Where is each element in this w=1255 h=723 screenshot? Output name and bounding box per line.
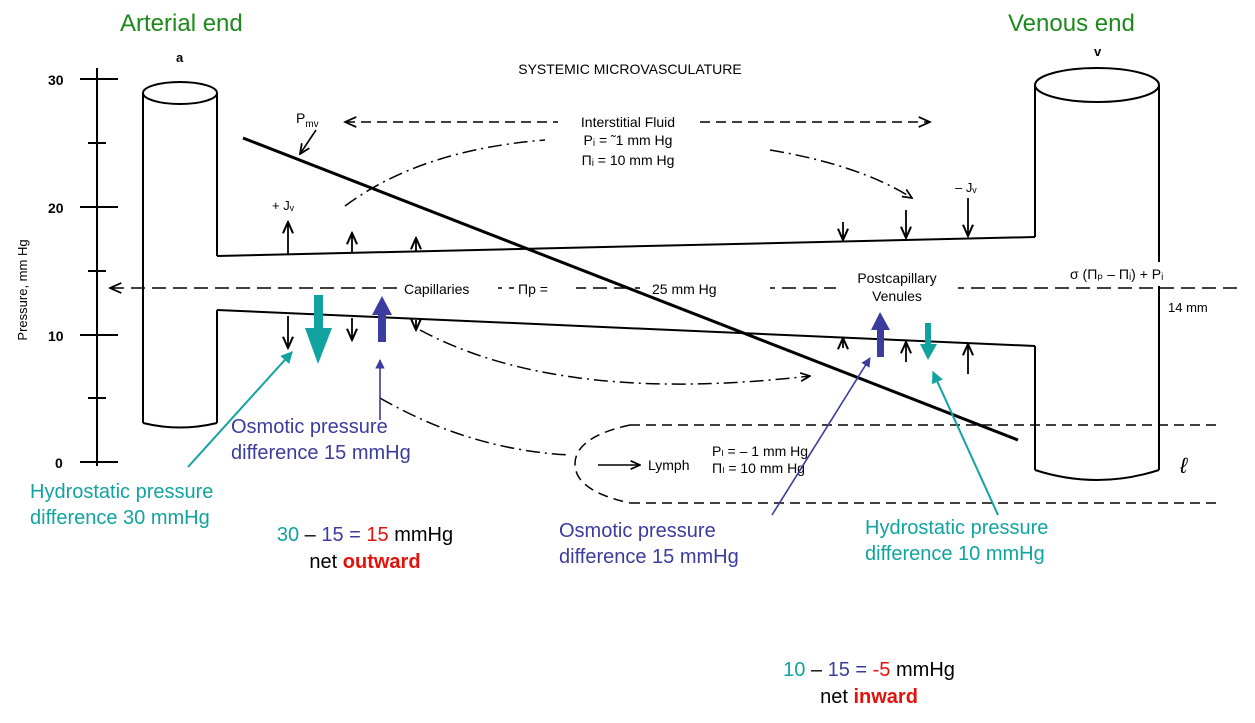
y-tick-30: 30 <box>48 72 64 88</box>
calc-equals: = <box>849 659 873 681</box>
annotation-line: Hydrostatic pressure <box>865 517 1049 539</box>
lower-inward-arrows <box>843 338 968 374</box>
interstitial-pi: Pᵢ = ˜1 mm Hg <box>584 132 673 148</box>
calc-osmotic: 15 <box>827 659 850 681</box>
pmv-pointer-arrow <box>300 129 317 154</box>
lymph-label: Lymph <box>648 457 690 473</box>
hydro-arterial-annotation: Hydrostatic pressure difference 30 mmHg <box>30 480 213 531</box>
capillary-upper-wall <box>216 236 1036 257</box>
navy-venous-osmotic-arrow <box>871 312 890 357</box>
calc-result: -5 <box>872 659 891 681</box>
upper-outward-arrows <box>288 222 416 255</box>
label-bg <box>1062 262 1240 286</box>
navy-arterial-osmotic-arrow <box>372 296 392 342</box>
osmotic-venous-pointer <box>771 357 871 516</box>
diagram-title: SYSTEMIC MICROVASCULATURE <box>518 61 742 77</box>
lymph-vessel <box>574 424 1220 504</box>
flow-curve-upper-right <box>769 149 912 198</box>
annotation-line: difference 30 mmHg <box>30 506 210 529</box>
plus-jv-label: + Jᵥ <box>272 198 295 213</box>
interstitial-pii: Πᵢ = 10 mm Hg <box>582 152 675 168</box>
osmotic-arterial-annotation: Osmotic pressure difference 15 mmHg <box>231 415 411 466</box>
y-tick-20: 20 <box>48 200 64 216</box>
capillary-pressure-label: 25 mm Hg <box>652 281 717 297</box>
hydro-arterial-pointer <box>187 351 293 468</box>
calc-net: net <box>820 686 854 708</box>
annotation-line: difference 15 mmHg <box>231 441 411 464</box>
flow-curve-lower <box>419 329 810 385</box>
label-bg <box>836 266 958 306</box>
calc-net: net <box>309 551 343 573</box>
venous-equation: 10 – 15 = -5 mmHg <box>762 657 976 684</box>
venules-label: Venules <box>872 288 922 304</box>
annotation-line: difference 10 mmHg <box>865 542 1045 565</box>
calc-unit: mmHg <box>388 524 454 546</box>
teal-venous-hydrostatic-arrow <box>920 323 937 360</box>
hydro-venous-pointer <box>932 370 999 516</box>
calc-direction: outward <box>342 551 421 573</box>
postcapillary-label: Postcapillary <box>857 270 936 286</box>
annotation-line: Osmotic pressure <box>231 416 388 438</box>
y-axis-label: Pressure, mm Hg <box>15 239 30 340</box>
lymph-pil: Πₗ = 10 mm Hg <box>712 460 805 476</box>
lymph-pl: Pₗ = – 1 mm Hg <box>712 443 808 459</box>
calc-dash: – <box>805 659 828 681</box>
label-bg <box>640 278 770 298</box>
y-axis <box>80 68 118 466</box>
capillaries-label: Capillaries <box>404 281 469 297</box>
flow-curve-to-lymph <box>379 397 571 456</box>
calc-direction: inward <box>853 686 918 708</box>
label-bg <box>514 278 576 298</box>
pi-p-label: Πp = <box>518 281 548 297</box>
sigma-formula: σ (Πₚ – Πᵢ) + Pᵢ <box>1070 266 1163 282</box>
annotation-line: difference 15 mmHg <box>559 545 739 568</box>
calc-hydro: 10 <box>783 659 806 681</box>
upper-inward-arrows <box>843 198 968 240</box>
y-tick-0: 0 <box>55 455 63 471</box>
arterial-net-calculation: 30 – 15 = 15 mmHg net outward <box>258 522 472 576</box>
y-tick-10: 10 <box>48 328 64 344</box>
calc-osmotic: 15 <box>321 524 344 546</box>
teal-arterial-hydrostatic-arrow <box>305 295 332 364</box>
arterial-vessel <box>142 81 218 429</box>
pmv-label: Pmv <box>296 110 319 130</box>
venous-end-label: Venous end <box>1008 10 1135 37</box>
vessel-v-label: v <box>1094 44 1102 59</box>
ell-label: ℓ <box>1179 453 1188 478</box>
capillary-lower-wall <box>216 309 1036 347</box>
calc-equals: = <box>343 524 367 546</box>
annotation-line: Hydrostatic pressure <box>30 481 214 503</box>
arterial-equation: 30 – 15 = 15 mmHg <box>258 522 472 549</box>
minus-jv-label: – Jᵥ <box>955 180 977 195</box>
annotation-line: Osmotic pressure <box>559 520 716 542</box>
flow-curve-upper-left <box>344 139 546 207</box>
lower-outward-arrows <box>288 316 416 348</box>
calc-dash: – <box>299 524 322 546</box>
interstitial-title: Interstitial Fluid <box>581 114 675 130</box>
venous-net-direction: net inward <box>762 684 976 711</box>
calc-unit: mmHg <box>890 659 955 681</box>
osmotic-venous-annotation: Osmotic pressure difference 15 mmHg <box>559 519 739 570</box>
calc-hydro: 30 <box>276 524 300 546</box>
vessel-a-label: a <box>176 50 184 65</box>
calc-result: 15 <box>366 524 389 546</box>
label-bg <box>398 278 498 298</box>
hydro-venous-annotation: Hydrostatic pressure difference 10 mmHg <box>865 516 1048 567</box>
arterial-net-direction: net outward <box>258 549 472 576</box>
venous-net-calculation: 10 – 15 = -5 mmHg net inward <box>762 657 976 711</box>
capillary-pressure-gradient-line <box>242 136 1019 442</box>
arterial-end-label: Arterial end <box>120 10 243 37</box>
fourteen-mm-label: 14 mm <box>1168 300 1208 315</box>
